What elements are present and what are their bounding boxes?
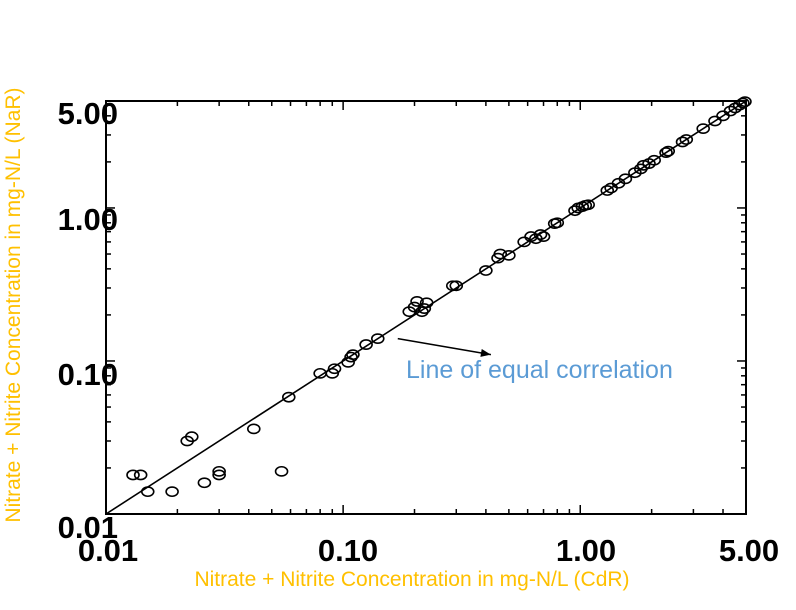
y-tick-label-0.10: 0.10 xyxy=(58,357,118,392)
data-point xyxy=(550,217,565,229)
y-axis-title: Nitrate + Nitrite Concentration in mg-N/… xyxy=(2,87,25,522)
data-point xyxy=(696,123,711,135)
y-tick-labels: 0.01 0.10 1.00 5.00 xyxy=(58,96,118,545)
data-point xyxy=(212,465,226,477)
annotation-label: Line of equal correlation xyxy=(406,356,673,384)
data-point xyxy=(600,185,615,196)
data-point xyxy=(581,199,595,211)
x-tick-label-5.00: 5.00 xyxy=(719,533,779,568)
x-axis-ticks xyxy=(105,101,747,514)
data-point xyxy=(533,229,548,240)
x-axis-title: Nitrate + Nitrite Concentration in mg-N/… xyxy=(194,568,629,591)
data-point xyxy=(281,391,296,403)
data-point xyxy=(738,96,752,108)
data-point xyxy=(723,105,738,117)
data-point xyxy=(346,349,360,361)
data-point xyxy=(212,469,226,481)
data-point xyxy=(370,333,385,345)
data-point xyxy=(493,248,508,260)
data-point xyxy=(133,469,148,481)
data-point xyxy=(679,134,694,145)
data-point xyxy=(274,465,289,477)
plot-area xyxy=(105,96,752,515)
data-point xyxy=(165,486,179,498)
data-point xyxy=(659,147,673,159)
y-tick-label-5.00: 5.00 xyxy=(58,96,118,131)
x-tick-label-1.00: 1.00 xyxy=(556,533,616,568)
annotation-arrowhead xyxy=(480,349,491,357)
x-tick-labels: 0.01 0.10 1.00 5.00 xyxy=(78,533,779,568)
data-point xyxy=(647,154,661,166)
data-point xyxy=(246,423,261,435)
data-point xyxy=(410,296,424,307)
data-point xyxy=(197,477,212,489)
data-point xyxy=(479,265,493,276)
y-tick-label-1.00: 1.00 xyxy=(58,202,118,237)
data-point xyxy=(184,431,199,443)
data-point xyxy=(419,297,434,309)
plot-frame xyxy=(105,100,747,515)
data-point xyxy=(325,367,340,379)
data-point xyxy=(126,469,140,481)
x-tick-label-0.10: 0.10 xyxy=(318,533,378,568)
data-point xyxy=(327,363,342,375)
data-point xyxy=(661,145,676,157)
data-points xyxy=(126,96,752,498)
data-point xyxy=(618,173,633,185)
data-point xyxy=(736,97,750,109)
data-point xyxy=(708,115,722,127)
data-point xyxy=(675,136,690,148)
data-point xyxy=(140,486,155,498)
data-point xyxy=(536,231,551,242)
data-point xyxy=(502,249,516,261)
data-point xyxy=(417,303,432,314)
y-tick-label-0.01: 0.01 xyxy=(58,510,118,545)
data-point xyxy=(359,339,373,350)
annotation-arrow xyxy=(397,337,492,356)
x-tick-label-0.01: 0.01 xyxy=(78,533,138,568)
data-point xyxy=(449,280,464,292)
